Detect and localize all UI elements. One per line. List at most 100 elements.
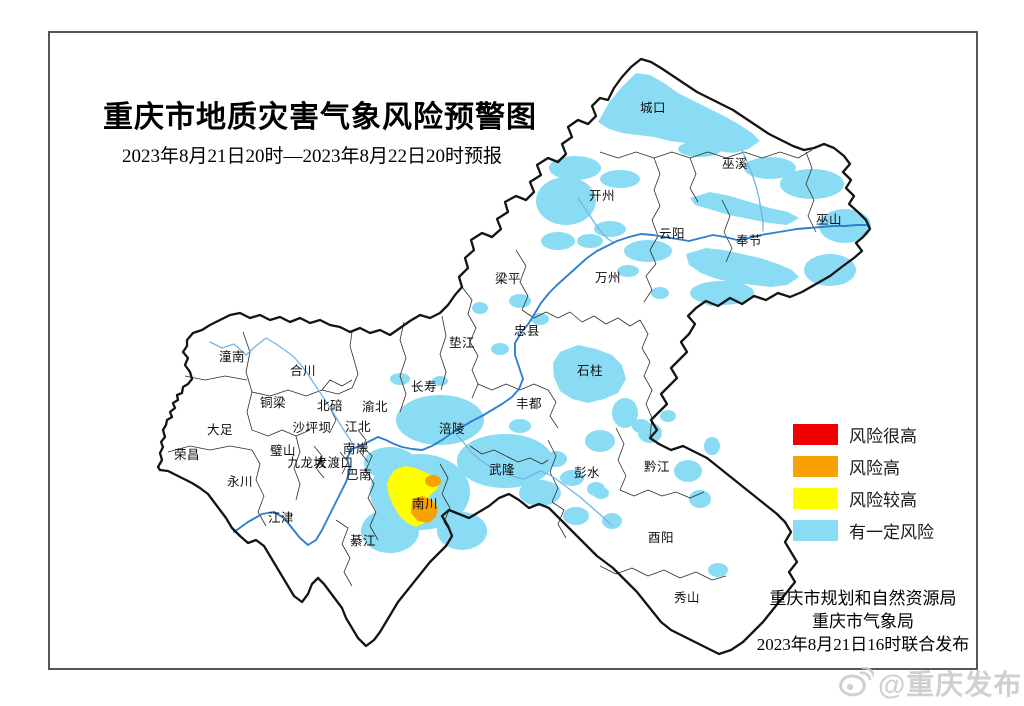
map-shape bbox=[519, 480, 561, 506]
district-label: 梁平 bbox=[495, 271, 521, 286]
map-shape bbox=[549, 156, 601, 180]
map-shape bbox=[744, 157, 796, 179]
map-shape bbox=[425, 475, 441, 487]
map-shape bbox=[569, 311, 641, 327]
map-frame bbox=[48, 31, 978, 670]
map-shape bbox=[859, 671, 872, 681]
map-shape bbox=[251, 429, 311, 437]
district-label: 渝北 bbox=[362, 399, 388, 414]
district-label: 九龙坡 bbox=[287, 456, 326, 470]
map-shape bbox=[251, 387, 353, 397]
district-label: 大足 bbox=[207, 423, 233, 437]
legend-row: 有一定风险 bbox=[793, 520, 934, 542]
map-shape bbox=[313, 445, 325, 479]
map-shape bbox=[390, 373, 410, 385]
map-shape bbox=[461, 286, 479, 399]
map-shape bbox=[411, 496, 438, 523]
map-shape bbox=[861, 667, 874, 678]
map-shape bbox=[704, 437, 720, 455]
legend-swatch bbox=[793, 520, 838, 541]
district-label: 秀山 bbox=[674, 591, 700, 605]
map-shape bbox=[439, 315, 447, 391]
map-shape bbox=[708, 563, 728, 577]
yangtze-river bbox=[233, 224, 867, 546]
map-shape bbox=[577, 234, 603, 248]
map-shape bbox=[293, 435, 301, 501]
map-shape bbox=[600, 170, 640, 188]
map-shape bbox=[437, 512, 487, 550]
publisher-line: 2023年8月21日16时联合发布 bbox=[756, 635, 970, 654]
rivers bbox=[209, 149, 867, 546]
map-shape bbox=[804, 254, 856, 286]
legend-label: 有一定风险 bbox=[849, 523, 934, 542]
map-shape bbox=[439, 463, 453, 535]
map-shape bbox=[674, 460, 702, 482]
legend-label: 风险高 bbox=[849, 459, 900, 478]
legend: 风险很高风险高风险较高有一定风险 bbox=[793, 424, 934, 552]
district-label: 江津 bbox=[268, 511, 294, 525]
legend-row: 风险较高 bbox=[793, 488, 934, 510]
district-label: 潼南 bbox=[219, 349, 245, 364]
map-shape bbox=[531, 313, 549, 325]
district-label: 开州 bbox=[589, 189, 615, 203]
district-label: 奉节 bbox=[736, 234, 762, 248]
publisher-line: 重庆市规划和自然资源局 bbox=[769, 589, 957, 608]
district-label: 江北 bbox=[345, 420, 371, 434]
district-label: 酉阳 bbox=[648, 531, 674, 545]
map-shape bbox=[509, 294, 531, 308]
map-shape bbox=[547, 439, 559, 503]
map-shape bbox=[846, 684, 854, 690]
district-label: 合川 bbox=[290, 363, 316, 378]
district-label: 北碚 bbox=[317, 398, 343, 413]
district-label: 长寿 bbox=[411, 380, 437, 394]
district-label: 巫溪 bbox=[722, 157, 748, 171]
legend-swatch bbox=[793, 488, 838, 509]
map-shape bbox=[689, 490, 711, 508]
district-label: 黔江 bbox=[644, 459, 670, 474]
outer-boundary bbox=[156, 57, 872, 656]
map-shape bbox=[780, 169, 844, 199]
xiaojiang-river bbox=[577, 197, 615, 244]
map-shape bbox=[617, 265, 639, 277]
district-label: 璧山 bbox=[270, 443, 296, 458]
district-label: 巴南 bbox=[346, 467, 372, 482]
qujiang-river bbox=[209, 341, 247, 356]
map-shape bbox=[457, 434, 553, 488]
map-shape bbox=[491, 343, 509, 355]
map-shape bbox=[612, 398, 638, 428]
map-shape bbox=[329, 407, 337, 433]
map-shape bbox=[585, 430, 615, 452]
map-shape bbox=[563, 507, 589, 525]
district-label: 荣昌 bbox=[174, 448, 200, 462]
map-shape bbox=[651, 287, 669, 299]
district-label: 彭水 bbox=[574, 466, 600, 480]
map-shape bbox=[619, 489, 705, 499]
map-shape bbox=[805, 151, 817, 233]
map-shape bbox=[335, 519, 353, 587]
district-label: 忠县 bbox=[514, 324, 540, 338]
map-shape bbox=[686, 248, 799, 287]
map-shape bbox=[689, 157, 699, 203]
district-label: 武隆 bbox=[489, 462, 515, 477]
map-shape bbox=[839, 674, 866, 697]
legend-label: 风险较高 bbox=[849, 491, 917, 510]
map-shape bbox=[242, 331, 253, 431]
jialing-river bbox=[245, 337, 355, 447]
map-shape bbox=[469, 445, 507, 457]
map-shape bbox=[357, 429, 369, 463]
map-shape bbox=[396, 395, 484, 445]
district-label: 铜梁 bbox=[260, 395, 286, 410]
map-shape bbox=[541, 232, 575, 250]
map-shape bbox=[167, 445, 253, 453]
legend-label: 风险很高 bbox=[849, 427, 917, 446]
map-shape bbox=[560, 470, 584, 486]
map-shape bbox=[399, 321, 407, 413]
map-shape bbox=[184, 375, 248, 381]
map-shape bbox=[639, 319, 653, 437]
daning-river bbox=[741, 149, 764, 232]
map-shape bbox=[551, 501, 567, 539]
map-shape bbox=[505, 455, 549, 465]
map-shape bbox=[599, 149, 813, 159]
